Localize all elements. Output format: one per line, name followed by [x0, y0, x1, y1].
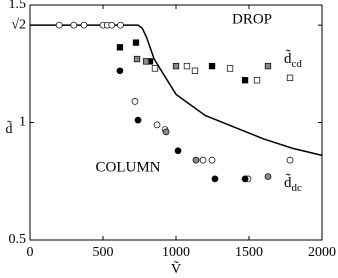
plot-frame [29, 4, 323, 241]
point [264, 173, 272, 180]
point [134, 116, 142, 124]
annotation: DROP [232, 11, 272, 27]
point [199, 156, 207, 164]
point [192, 156, 200, 164]
point [108, 21, 116, 29]
y-tick-label: 0.5 [9, 232, 27, 247]
point [226, 65, 234, 72]
annotation: d̃cd [284, 50, 302, 70]
curve [30, 24, 323, 157]
point [241, 77, 249, 84]
point [253, 77, 261, 84]
y-tick-label: 1.5 [9, 0, 27, 12]
point [211, 175, 219, 183]
point [133, 55, 141, 63]
x-tick-label: 1500 [235, 245, 263, 260]
point [131, 97, 139, 105]
point [117, 21, 124, 29]
point [116, 44, 124, 51]
y-tick-label: 1 [19, 115, 26, 130]
point [183, 62, 191, 70]
point [142, 58, 150, 65]
point [116, 67, 124, 75]
point [264, 62, 272, 70]
point [80, 21, 88, 29]
point [153, 121, 161, 129]
point [241, 175, 249, 183]
point [132, 39, 140, 46]
x-tick-label: 500 [93, 245, 114, 260]
point [191, 67, 199, 74]
y-axis-label: d̃ [6, 120, 13, 137]
point [55, 21, 63, 29]
point [286, 74, 294, 82]
point [208, 62, 216, 70]
annotation: COLUMN [95, 159, 160, 175]
y-tick-label: √2 [11, 17, 26, 32]
x-axis-label: Ṽ [171, 260, 181, 277]
point [174, 147, 182, 155]
point [208, 156, 216, 164]
x-tick-label: 0 [27, 245, 34, 260]
point [286, 156, 294, 164]
annotation: d̃dc [284, 174, 302, 194]
point [70, 21, 78, 29]
point [172, 62, 180, 70]
x-tick-label: 2000 [308, 245, 336, 260]
point [151, 65, 159, 72]
x-tick-label: 1000 [162, 245, 190, 260]
point [162, 128, 170, 136]
